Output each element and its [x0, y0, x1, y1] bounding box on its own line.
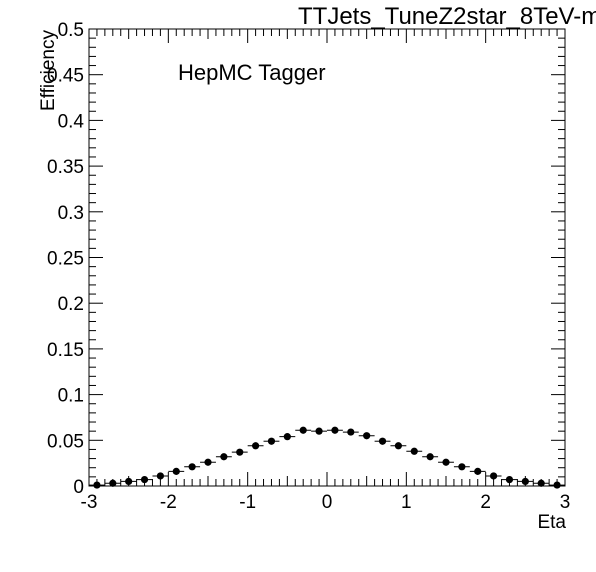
data-point	[505, 476, 514, 484]
data-point	[331, 426, 339, 434]
annotation-label: HepMC Tagger	[178, 60, 326, 85]
y-tick-label: 0	[73, 477, 84, 498]
data-point	[553, 481, 561, 489]
data-point	[410, 447, 418, 455]
data-point	[521, 477, 529, 486]
y-tick-label: 0.05	[47, 431, 84, 452]
y-tick-label: 0.35	[47, 157, 84, 178]
chart-title: TTJets_TuneZ2star_8TeV-m	[298, 3, 596, 30]
y-tick-label: 0.25	[47, 249, 84, 270]
data-point	[93, 481, 101, 489]
x-tick-label: -1	[239, 492, 256, 513]
y-tick-label: 0.2	[58, 294, 84, 315]
data-point	[252, 442, 260, 450]
plot-area-border	[88, 28, 566, 487]
x-tick-label: 3	[560, 492, 571, 513]
data-point	[378, 437, 387, 445]
data-point	[426, 453, 434, 461]
data-point	[204, 458, 212, 466]
x-tick-label: 2	[480, 492, 491, 513]
y-axis-label: Efficiency	[38, 30, 59, 111]
data-point	[267, 437, 276, 445]
y-tick-label: 0.5	[58, 20, 84, 41]
y-tick-label: 0.4	[58, 111, 85, 132]
plot-frame	[88, 28, 566, 487]
data-point	[394, 442, 402, 450]
x-tick-label: -3	[81, 492, 98, 513]
data-point	[537, 479, 545, 487]
data-point	[315, 427, 323, 435]
data-point	[220, 453, 228, 461]
data-point	[125, 477, 133, 486]
y-tick-label: 0.3	[58, 203, 84, 224]
data-point	[140, 476, 149, 484]
data-point	[299, 426, 307, 434]
data-point	[172, 467, 180, 475]
y-tick-label: 0.15	[47, 340, 84, 361]
y-tick-label: 0.1	[58, 386, 84, 407]
data-point	[236, 448, 244, 456]
data-point	[363, 432, 371, 440]
axis-ticks: -3 -2 -1 0 1 2 3 0 0.05 0.1 0.15 0.2 0.25 0.3 0.35 0.4 0…	[47, 20, 570, 513]
data-point	[347, 428, 355, 436]
data-point	[109, 479, 117, 487]
data-point	[156, 472, 164, 480]
data-point	[474, 467, 482, 475]
data-point	[458, 463, 466, 471]
data-points	[89, 426, 565, 489]
data-point	[283, 433, 291, 441]
data-point	[442, 458, 450, 466]
x-axis-label: Eta	[537, 512, 566, 533]
x-tick-label: 0	[322, 492, 333, 513]
data-point	[188, 463, 196, 471]
data-point	[490, 472, 498, 480]
x-tick-label: 1	[401, 492, 412, 513]
x-tick-label: -2	[160, 492, 177, 513]
y-tick-label: 0.45	[47, 66, 84, 87]
